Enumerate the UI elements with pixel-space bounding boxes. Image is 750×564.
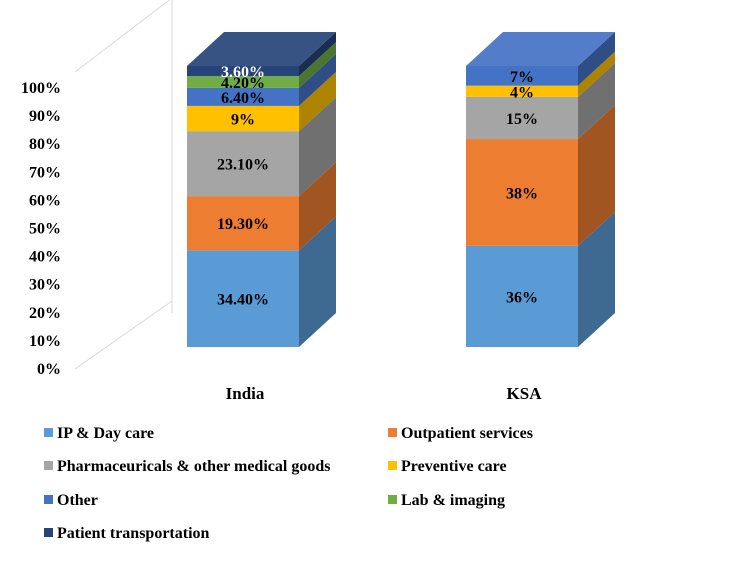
y-tick-label: 60% [29, 192, 61, 209]
bar-segment [187, 131, 299, 197]
legend-swatch [44, 528, 53, 537]
bar-stacks: 34.40% 19.30% 23.10% 9% 6.40%4.20%3.60% 36% 38… [187, 32, 615, 347]
x-axis: India KSA [226, 384, 543, 403]
y-tick-label: 80% [29, 136, 61, 153]
bar-segment-side [299, 97, 336, 197]
bar-segment-side [578, 51, 615, 97]
legend-label: Lab & imaging [401, 492, 505, 509]
bar-stack-india: 34.40% 19.30% 23.10% 9% 6.40%4.20%3.60% [187, 32, 336, 347]
data-label: 34.40% [217, 292, 269, 309]
legend-label: Other [57, 492, 98, 509]
legend-item: Outpatient services [388, 425, 533, 442]
legend-swatch [44, 495, 53, 504]
bar-segment [187, 66, 299, 77]
data-label: 9% [231, 112, 255, 129]
legend-label: IP & Day care [57, 425, 154, 442]
bar-segment [466, 245, 578, 347]
y-tick-label: 90% [29, 108, 61, 125]
bar-segment [466, 139, 578, 246]
bar-segment [187, 105, 299, 132]
bar-segment-side [299, 32, 336, 77]
y-axis: 0% 10% 20% 30% 40% 50% 60% 70% 80% 90% 100% [21, 80, 61, 378]
y-tick-label: 0% [37, 361, 61, 378]
x-tick-label: KSA [507, 384, 543, 403]
y-tick-label: 30% [29, 277, 61, 294]
legend-label: Preventive care [401, 458, 507, 475]
bar-top-face [466, 32, 615, 66]
bar-segment [187, 250, 299, 347]
data-label: 4.20% [221, 75, 265, 92]
data-label: 3.60% [221, 64, 265, 81]
data-label: 6.40% [221, 90, 265, 107]
chart-3d-frame [74, 0, 173, 370]
legend-swatch [44, 461, 53, 470]
y-tick-label: 40% [29, 249, 61, 266]
legend-item: Preventive care [388, 458, 507, 475]
bar-segment [187, 87, 299, 106]
legend-swatch [44, 428, 53, 437]
bar-segment [466, 96, 578, 140]
bar-segment-side [299, 162, 336, 251]
top-edge [74, 0, 171, 73]
y-tick-label: 50% [29, 221, 61, 238]
bar-segment [466, 85, 578, 97]
data-label: 23.10% [217, 157, 269, 174]
data-label: 36% [506, 289, 538, 306]
legend-item: Other [44, 492, 98, 509]
bar-segment [187, 76, 299, 88]
y-tick-label: 10% [29, 333, 61, 350]
data-label: 38% [506, 185, 538, 202]
legend-label: Pharmaceuricals & other medical goods [57, 458, 330, 475]
bar-segment-side [578, 32, 615, 86]
legend-swatch [388, 428, 397, 437]
legend-item: Lab & imaging [388, 492, 505, 509]
bar-top-face [187, 32, 336, 66]
legend-item: Patient transportation [44, 525, 210, 542]
y-tick-label: 20% [29, 305, 61, 322]
bar-segment-side [299, 71, 336, 132]
data-label: 7% [510, 69, 534, 86]
bar-segment-side [299, 216, 336, 347]
bar-segment [187, 196, 299, 251]
data-label: 19.30% [217, 216, 269, 233]
y-tick-label: 100% [21, 80, 61, 97]
bar-stack-ksa: 36% 38% 15% 4%7% [466, 32, 615, 347]
legend-label: Patient transportation [57, 525, 210, 542]
bar-segment-side [299, 53, 336, 106]
floor-edge [74, 300, 173, 370]
bar-segment-side [578, 105, 615, 246]
legend: IP & Day care Outpatient services Pharmace… [44, 425, 533, 542]
bar-segment-side [578, 62, 615, 140]
legend-swatch [388, 461, 397, 470]
data-label: 15% [506, 111, 538, 128]
y-tick-label: 70% [29, 164, 61, 181]
legend-item: Pharmaceuricals & other medical goods [44, 458, 330, 475]
data-label: 4% [510, 84, 534, 101]
bar-segment-side [299, 42, 336, 88]
legend-label: Outpatient services [401, 425, 533, 442]
legend-swatch [388, 495, 397, 504]
x-tick-label: India [226, 384, 265, 403]
legend-item: IP & Day care [44, 425, 154, 442]
bar-segment-side [578, 211, 615, 347]
bar-segment [466, 66, 578, 86]
